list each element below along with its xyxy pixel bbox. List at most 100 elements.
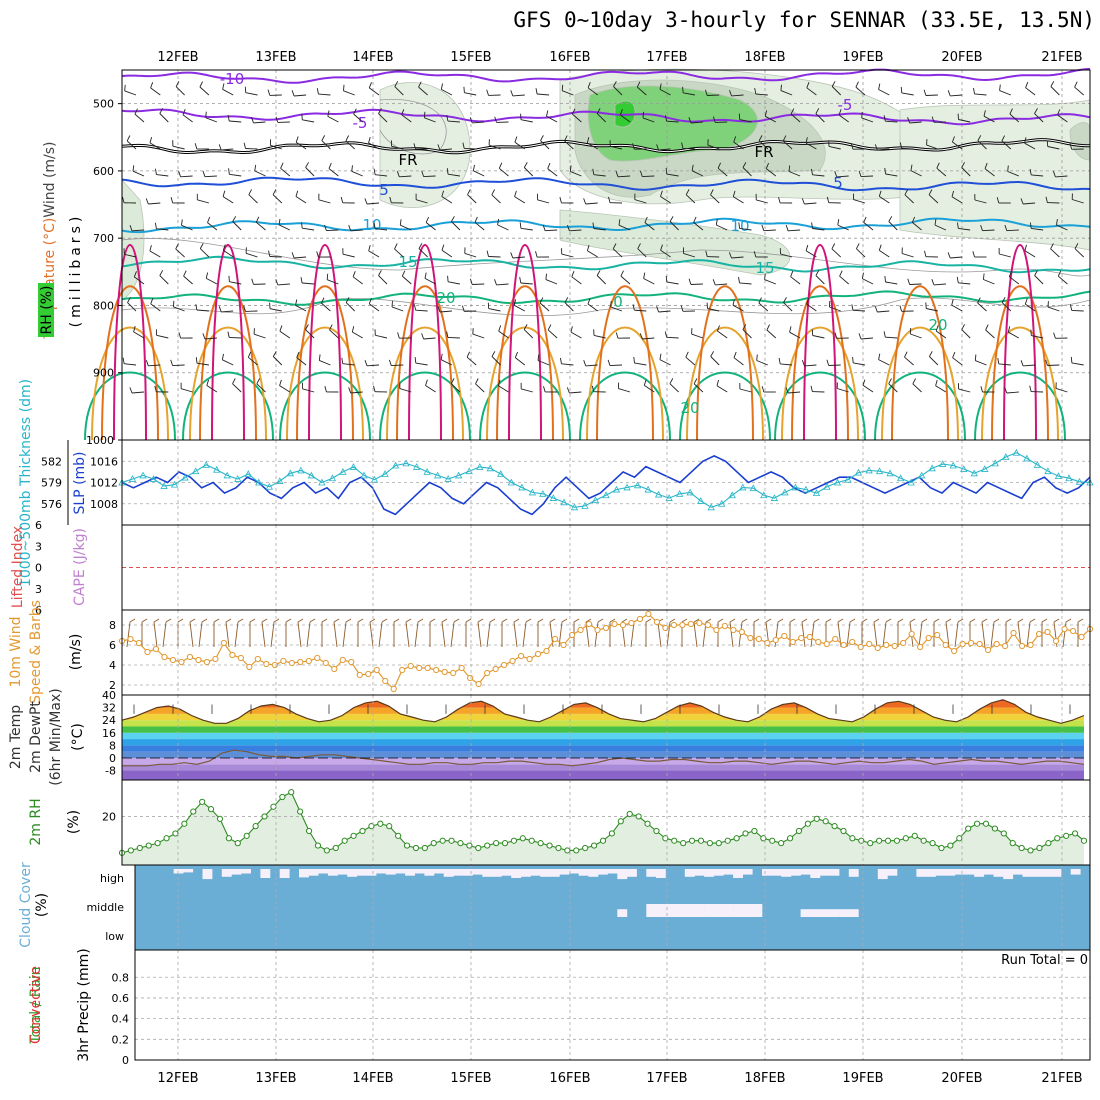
wind-barb — [154, 385, 157, 392]
wind-barb — [1055, 175, 1068, 178]
wind-barb — [839, 275, 849, 285]
wind-barb — [837, 219, 840, 226]
wind-barb — [1029, 222, 1032, 229]
wind-barb — [617, 175, 631, 178]
warm-contour — [774, 371, 866, 441]
wind-barb — [596, 275, 607, 285]
wind-barb — [664, 331, 668, 338]
wind-barb — [688, 117, 692, 124]
date-label-top: 14FEB — [352, 50, 393, 65]
wind-barb — [659, 359, 671, 366]
wind-barb — [766, 324, 771, 331]
high-cloud-gap — [983, 869, 994, 875]
data-point — [645, 610, 652, 618]
date-label-top: 15FEB — [450, 50, 491, 65]
wind-barb — [1024, 142, 1036, 150]
warm-contour — [479, 371, 571, 441]
wind-barb — [828, 364, 841, 366]
data-point — [755, 635, 762, 643]
data-point — [444, 475, 452, 482]
wind-barb — [983, 110, 986, 117]
wind-barb — [342, 621, 347, 648]
cloud-background — [135, 865, 1090, 950]
wind-barb — [401, 114, 412, 123]
high-cloud-gap — [241, 869, 251, 874]
high-cloud-gap — [781, 869, 792, 877]
wind-barb — [850, 143, 854, 150]
wind-barb — [564, 297, 569, 303]
wind-barb — [324, 224, 327, 231]
wind-barb — [935, 385, 947, 393]
wind-barb — [172, 300, 175, 307]
wind-barb — [441, 244, 445, 251]
data-point — [665, 494, 673, 501]
middle-cloud-gap — [675, 904, 686, 917]
date-label-bottom: 18FEB — [744, 1071, 785, 1086]
wind-barb — [812, 228, 825, 231]
data-point — [1065, 474, 1073, 482]
data-point — [518, 483, 526, 491]
wind-barb — [228, 168, 230, 175]
data-point — [381, 470, 389, 477]
wind-barb — [778, 197, 781, 204]
wind-barb — [177, 618, 184, 623]
temp-bands — [122, 699, 1084, 780]
wind-barb — [213, 618, 220, 623]
data-point — [136, 844, 143, 852]
wind-barb — [369, 87, 380, 96]
wind-barb — [664, 115, 668, 122]
temp-contour — [121, 176, 1091, 192]
data-point — [959, 640, 966, 648]
wind-barb — [632, 304, 635, 311]
wind-barb — [467, 194, 477, 204]
wind-barb — [133, 271, 137, 278]
high-cloud-gap — [472, 869, 483, 875]
wind-barb — [985, 329, 995, 339]
wind-barb — [488, 144, 501, 150]
wind-barb — [716, 224, 728, 231]
li-tick-label: 6 — [35, 519, 42, 532]
wind-barb — [591, 385, 595, 392]
wind-barb — [849, 618, 856, 623]
wind-tick-label: 2 — [109, 679, 116, 692]
wind-barb — [863, 216, 867, 223]
wind-barb — [466, 356, 477, 366]
data-point — [687, 620, 695, 628]
precip-tick-label: 0.6 — [112, 992, 130, 1005]
temp-band — [122, 739, 1084, 746]
data-point — [911, 832, 918, 839]
data-point — [612, 485, 621, 493]
y-tick-label: 500 — [93, 98, 114, 111]
wind-barb — [221, 148, 234, 151]
wind-barb — [1041, 618, 1048, 623]
wind-barb — [149, 250, 161, 258]
wind-barb — [977, 140, 987, 150]
wind-barb — [391, 306, 404, 312]
temp-band — [122, 770, 1084, 780]
high-cloud-gap — [443, 869, 454, 877]
wind-barb — [897, 618, 904, 623]
wind-barb — [545, 229, 558, 232]
wind-barb — [717, 618, 724, 623]
wind-barb — [951, 136, 955, 143]
wind-barb — [837, 224, 849, 231]
wind-barb — [733, 141, 744, 150]
warm-contour — [496, 285, 554, 441]
data-point — [1002, 453, 1010, 460]
wind-barb — [912, 383, 922, 393]
wind-barb — [935, 330, 947, 339]
data-point — [815, 638, 822, 646]
wind-barb — [199, 81, 204, 88]
data-point — [254, 655, 261, 663]
cloud-label: Cloud Cover — [18, 862, 34, 948]
temp-tick-label: 8 — [109, 739, 116, 752]
data-point — [866, 640, 873, 648]
high-cloud-gap — [1070, 869, 1081, 875]
wind-barb — [333, 618, 340, 623]
wind-barb — [620, 114, 631, 123]
data-point — [433, 471, 442, 479]
wind-barb — [608, 196, 611, 203]
high-cloud-gap — [569, 869, 579, 874]
high-cloud-gap — [308, 869, 319, 876]
data-point — [149, 475, 158, 482]
